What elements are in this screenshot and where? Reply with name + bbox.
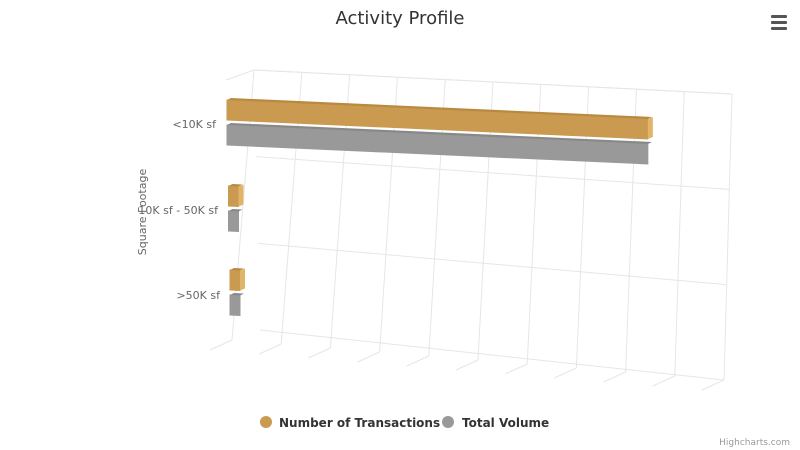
- grid-floor-tick: [357, 351, 380, 363]
- grid-line-horizontal: [257, 242, 727, 286]
- grid-line-vertical: [723, 93, 733, 381]
- bar-top-0-2: [230, 268, 244, 271]
- hamburger-menu-icon[interactable]: [764, 8, 794, 36]
- grid-floor-tick: [209, 339, 233, 351]
- bar-side-0-2: [240, 268, 245, 291]
- grid-line-horizontal: [253, 69, 733, 95]
- bar-top-1-2: [230, 293, 244, 296]
- bar-top-0-1: [228, 184, 243, 187]
- category-label-large: >50K sf: [176, 289, 221, 302]
- bar-1-1: [228, 210, 239, 232]
- legend-marker-volume: [442, 416, 454, 428]
- menu-bar: [771, 27, 787, 30]
- legend-label-volume: Total Volume: [462, 416, 549, 430]
- bar-0-2: [229, 269, 241, 291]
- credits-link[interactable]: Highcharts.com: [719, 438, 790, 448]
- grid-floor-tick: [554, 367, 577, 379]
- category-label-small: <10K sf: [172, 118, 217, 131]
- legend-marker-transactions: [260, 416, 272, 428]
- legend-item-volume[interactable]: Total Volume: [442, 416, 549, 430]
- grid-floor-tick: [652, 375, 676, 387]
- legend-label-transactions: Number of Transactions: [279, 416, 440, 430]
- bar-side-0-0: [647, 116, 653, 139]
- grid-line-horizontal: [259, 329, 725, 381]
- y-axis-title: Square Footage: [136, 169, 149, 256]
- grid-floor-tick: [504, 363, 528, 375]
- bar-top-1-0: [227, 123, 652, 144]
- grid-floor-tick: [308, 347, 331, 359]
- menu-bar: [771, 15, 787, 18]
- legend-item-transactions[interactable]: Number of Transactions: [260, 416, 440, 430]
- grid-floor-tick: [406, 355, 430, 367]
- menu-bar: [771, 21, 787, 24]
- bars: [226, 98, 653, 316]
- grid-depth-edge: [225, 69, 255, 81]
- bar-top-1-1: [228, 209, 243, 212]
- chart-title: Activity Profile: [335, 8, 464, 29]
- legend: Number of Transactions Total Volume: [260, 416, 549, 430]
- grid-line-vertical: [674, 91, 685, 377]
- bar-1-0: [226, 124, 649, 165]
- grid-line-horizontal: [255, 156, 730, 190]
- grid-floor-tick: [258, 343, 282, 355]
- category-label-medium: 10K sf - 50K sf: [138, 204, 219, 217]
- bar-0-1: [228, 185, 239, 207]
- bar-side-0-1: [238, 184, 244, 207]
- grid-floor-tick: [603, 371, 626, 383]
- grid-floor-tick: [701, 379, 725, 391]
- bar-top-0-0: [227, 98, 652, 119]
- bar-1-2: [229, 294, 241, 316]
- grid-floor-tick: [455, 359, 479, 371]
